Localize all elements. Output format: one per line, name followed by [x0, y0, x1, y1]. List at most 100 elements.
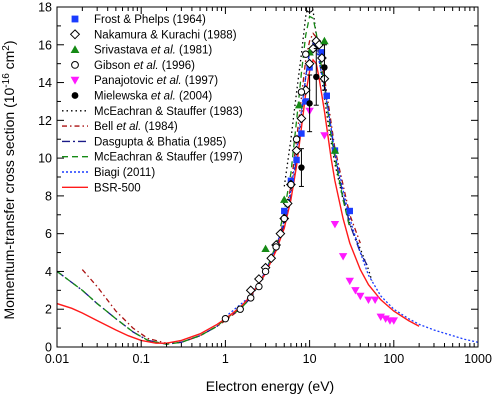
data-point-s4-p1 — [320, 132, 329, 140]
legend-entry-1: Nakamura & Kurachi (1988) — [69, 29, 237, 41]
y-axis-label-exp1: -16 — [1, 73, 12, 88]
data-point-s5-p1 — [306, 100, 313, 107]
y-tick-label: 6 — [45, 227, 52, 241]
data-point-s3-p4 — [261, 267, 270, 276]
data-point-s2-p4 — [320, 36, 329, 45]
y-axis-label-end: ) — [1, 40, 17, 45]
data-point-s5-p2 — [313, 73, 320, 81]
data-point-s2-p0 — [261, 244, 270, 252]
legend-label-0: Frost & Phelps (1964) — [94, 14, 206, 26]
legend-label-3: Gibson et al. (1996) — [94, 60, 195, 72]
legend-entry-6: McEachran & Stauffer (1983) — [62, 106, 243, 118]
legend-label-part: Panajotovic — [94, 75, 157, 87]
legend-marker-5 — [71, 92, 79, 99]
data-point-s3-p5 — [272, 243, 280, 251]
legend-label-11: BSR-500 — [94, 182, 141, 194]
x-tick-label: 1000 — [464, 352, 492, 366]
data-point-s4-p7 — [364, 296, 373, 304]
data-point-s3-p7 — [287, 180, 295, 189]
legend-entry-7: Bell et al. (1984) — [62, 121, 178, 133]
legend-label-italic: et al. — [157, 75, 182, 87]
data-point-s3-p9 — [297, 88, 306, 96]
legend-marker-1 — [69, 29, 81, 40]
marker-layer — [221, 7, 398, 325]
axis-ticks: 0.01 0.1 1 10 100 1000 0 2 4 6 8 10 12 14 16 18 — [38, 1, 492, 367]
y-tick-label: 16 — [38, 38, 52, 52]
data-point-s4-p2 — [330, 221, 340, 229]
y-axis-label-exp2: 2 — [1, 45, 12, 51]
data-point-s3-p10 — [302, 50, 310, 58]
x-tick-label: 0.01 — [45, 352, 69, 366]
y-tick-label: 2 — [45, 303, 52, 317]
y-axis-label: Momentum-transfer cross section (10-16 c… — [1, 40, 17, 319]
data-point-s3-p6 — [280, 214, 288, 223]
legend-label-9: McEachran & Stauffer (1997) — [94, 152, 243, 164]
data-point-s5-p0 — [298, 164, 305, 171]
data-point-s1-p12 — [304, 58, 315, 69]
legend-entry-9: McEachran & Stauffer (1997) — [62, 152, 243, 164]
x-tick-label: 0.1 — [133, 352, 150, 366]
legend-label-part: (1984) — [141, 121, 178, 133]
y-tick-label: 18 — [38, 1, 52, 15]
data-point-s0-p8 — [323, 92, 330, 99]
plot-background — [57, 7, 478, 347]
legend-label-italic: et al. — [151, 45, 176, 57]
data-point-s4-p3 — [338, 253, 348, 261]
y-tick-label: 10 — [38, 152, 52, 166]
legend: Frost & Phelps (1964) Nakamura & Kurachi … — [62, 14, 243, 194]
data-point-s3-p1 — [236, 305, 244, 313]
x-axis-label: Electron energy (eV) — [206, 378, 334, 394]
data-point-s4-p12 — [389, 317, 398, 325]
plot-area — [57, 7, 478, 347]
legend-entry-8: Dasgupta & Bhatia (1985) — [62, 136, 227, 148]
legend-entry-4: Panajotovic et al. (1997) — [70, 75, 218, 87]
legend-label-italic: et al. — [134, 60, 159, 72]
data-point-s3-p8 — [292, 135, 301, 143]
data-point-s0-p4 — [302, 98, 309, 105]
legend-label-part: Gibson — [94, 60, 134, 72]
legend-label-5: Mielewska et al. (2004) — [94, 91, 212, 103]
y-tick-label: 14 — [38, 76, 52, 90]
legend-entry-0: Frost & Phelps (1964) — [71, 14, 206, 26]
legend-marker-0 — [71, 15, 79, 23]
x-tick-label: 10 — [303, 352, 317, 366]
legend-entry-3: Gibson et al. (1996) — [71, 60, 195, 72]
data-point-s1-p3 — [266, 253, 277, 264]
data-point-s2-p1 — [280, 195, 289, 203]
legend-label-part: (2004) — [176, 91, 213, 103]
legend-label-2: Srivastava et al. (1981) — [94, 45, 212, 57]
legend-label-4: Panajotovic et al. (1997) — [94, 75, 218, 87]
data-point-s0-p10 — [346, 207, 353, 215]
data-point-s3-p3 — [255, 282, 263, 291]
y-axis-label-main: Momentum-transfer cross section (10 — [1, 87, 17, 319]
x-tick-label: 100 — [383, 352, 404, 366]
legend-entry-2: Srivastava et al. (1981) — [70, 45, 212, 57]
data-point-s4-p5 — [351, 287, 360, 295]
legend-marker-3 — [71, 61, 79, 69]
legend-label-7: Bell et al. (1984) — [94, 121, 178, 133]
data-point-s4-p6 — [356, 292, 365, 301]
legend-label-part: (1996) — [159, 60, 196, 72]
legend-marker-2 — [70, 45, 80, 53]
data-point-s2-p5 — [330, 146, 340, 154]
legend-label-part: Mielewska — [94, 91, 151, 103]
legend-label-italic: et al. — [151, 91, 176, 103]
legend-label-1: Nakamura & Kurachi (1988) — [94, 29, 237, 41]
data-point-s3-p0 — [221, 314, 230, 323]
data-point-s0-p2 — [293, 156, 300, 164]
y-tick-label: 12 — [38, 114, 52, 128]
y-tick-label: 8 — [45, 189, 52, 203]
data-point-s0-p7 — [318, 49, 326, 56]
legend-entry-10: Biagi (2011) — [62, 167, 155, 179]
legend-entry-5: Mielewska et al. (2004) — [71, 91, 212, 103]
y-tick-label: 4 — [45, 265, 52, 279]
x-tick-label: 1 — [222, 352, 229, 366]
data-point-s3-p2 — [247, 294, 255, 302]
legend-label-10: Biagi (2011) — [94, 167, 155, 179]
legend-marker-4 — [70, 76, 80, 85]
legend-label-8: Dasgupta & Bhatia (1985) — [94, 136, 227, 148]
legend-label-part: (1981) — [176, 45, 213, 57]
data-point-s4-p8 — [370, 296, 380, 304]
data-point-s1-p10 — [296, 113, 307, 124]
data-point-s4-p10 — [381, 315, 390, 323]
